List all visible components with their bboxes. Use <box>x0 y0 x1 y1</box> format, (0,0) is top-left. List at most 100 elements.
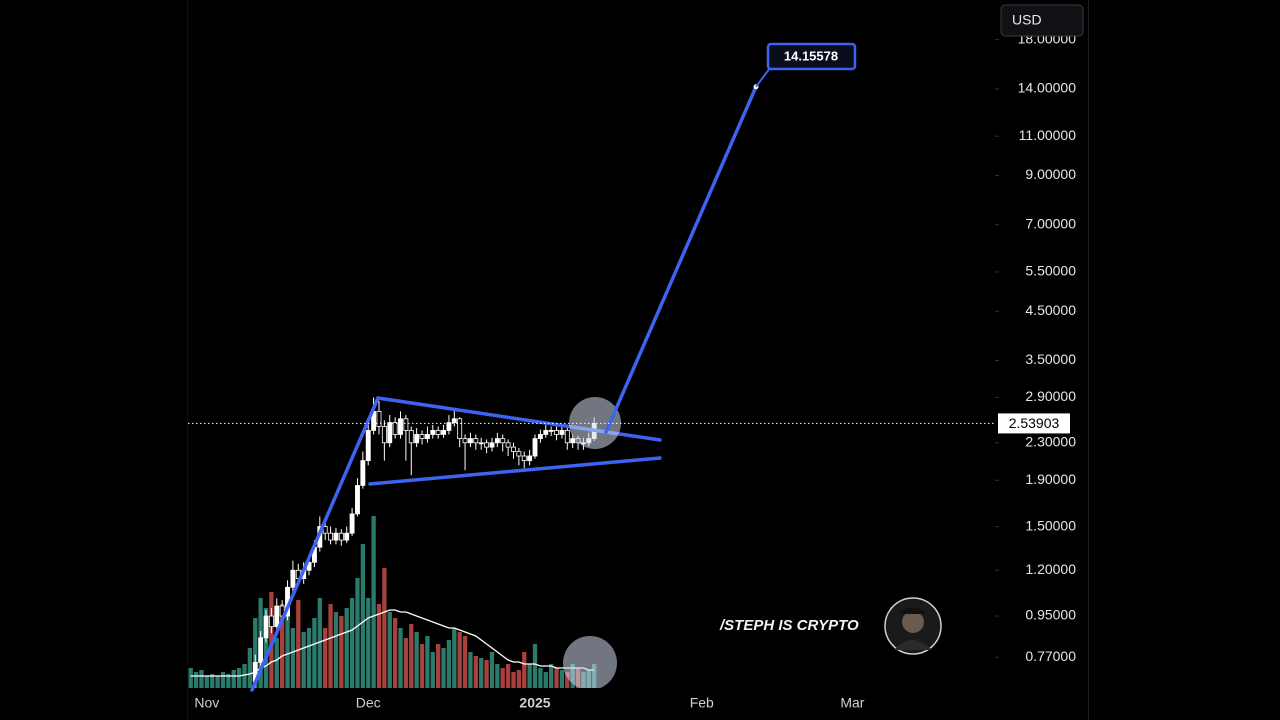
candle-body <box>478 442 484 445</box>
volume-ma-line <box>190 609 595 677</box>
y-tick-label: 2.90000 <box>1025 388 1076 404</box>
last-price-box <box>998 413 1070 434</box>
candle-body <box>344 532 350 541</box>
candle-body <box>564 430 570 444</box>
volume-bar <box>430 652 435 688</box>
candle-body <box>338 532 344 541</box>
volume-bar <box>274 638 279 688</box>
candle-body <box>333 532 339 541</box>
volume-bar <box>522 652 527 688</box>
volume-bar <box>279 604 285 688</box>
y-tick-label: 7.00000 <box>1025 215 1076 231</box>
volume-bar <box>210 674 215 688</box>
candle-body <box>424 434 430 439</box>
candle-body <box>392 422 398 435</box>
volume-bar <box>462 636 468 688</box>
volume-bar <box>339 616 344 688</box>
volume-layer <box>188 516 617 688</box>
candle-body <box>521 455 527 462</box>
volume-bar <box>543 672 548 688</box>
volume-bar <box>226 674 231 688</box>
y-tick-label: 1.90000 <box>1025 471 1076 487</box>
volume-bar <box>366 598 371 688</box>
y-tick-label: 0.95000 <box>1025 607 1076 623</box>
volume-bar <box>344 608 349 688</box>
volume-bar <box>516 670 522 688</box>
volume-bar <box>527 664 532 688</box>
volume-bar <box>296 600 301 688</box>
candle-layer <box>252 397 597 688</box>
candle-body <box>441 430 446 435</box>
candle-body <box>489 442 495 448</box>
candle-body <box>462 438 468 444</box>
currency-label[interactable]: USD <box>1012 12 1042 28</box>
candle-body <box>258 637 264 663</box>
volume-bar <box>236 668 242 688</box>
candle-body <box>349 513 355 534</box>
volume-bar <box>548 664 554 688</box>
volume-bar <box>188 668 193 688</box>
volume-bar <box>328 604 333 688</box>
volume-bar <box>565 672 570 688</box>
volume-bar <box>403 638 409 688</box>
volume-bar <box>231 670 236 688</box>
volume-bar <box>446 640 452 688</box>
candle-body <box>559 430 565 435</box>
volume-bar <box>290 628 296 688</box>
y-tick-label: 1.20000 <box>1025 561 1076 577</box>
volume-bar <box>349 598 355 688</box>
y-tick-label: 1.50000 <box>1025 517 1076 533</box>
candle-body <box>532 438 538 457</box>
candle-body <box>408 430 414 444</box>
candle-body <box>430 430 436 435</box>
highlight-circle <box>569 397 621 449</box>
projection-line <box>604 84 758 434</box>
volume-bar <box>220 672 226 688</box>
drawing-layer: 14.15578 <box>250 42 857 692</box>
volume-bar <box>425 636 430 688</box>
volume-bar <box>263 608 269 688</box>
volume-bar <box>360 544 366 688</box>
volume-bar <box>392 618 398 688</box>
trend-line <box>250 396 380 692</box>
volume-bar <box>204 676 209 688</box>
y-tick-label: 4.50000 <box>1025 302 1076 318</box>
candle-body <box>268 615 274 628</box>
candle-body <box>537 434 543 439</box>
y-tick-label: 0.77000 <box>1025 648 1076 664</box>
y-tick-label: 2.30000 <box>1025 434 1076 450</box>
avatar-face <box>902 611 924 633</box>
candle-body <box>360 460 366 486</box>
volume-bar <box>242 664 247 688</box>
candle-body <box>468 438 473 444</box>
candle-body <box>355 485 360 515</box>
avatar-body <box>894 640 932 650</box>
candle-body <box>451 418 457 423</box>
candle-body <box>548 430 554 432</box>
volume-bar <box>505 664 511 688</box>
volume-bar <box>333 612 339 688</box>
currency-button[interactable]: USD <box>1000 4 1084 37</box>
y-tick-label: 9.00000 <box>1025 166 1076 182</box>
candle-body <box>376 410 382 427</box>
volume-bar <box>398 628 403 688</box>
volume-bar <box>306 628 312 688</box>
volume-bar <box>355 578 360 688</box>
candle-body <box>484 442 490 448</box>
x-tick-label: Mar <box>840 695 864 711</box>
y-tick-label: 11.00000 <box>1019 127 1077 143</box>
volume-bar <box>409 624 414 688</box>
pennant-lower <box>368 456 662 486</box>
currency-button-bg[interactable] <box>1000 4 1084 37</box>
volume-bar <box>441 648 446 688</box>
x-tick-label: 2025 <box>519 695 550 711</box>
volume-bar <box>376 604 382 688</box>
x-tick-label: Feb <box>690 695 714 711</box>
candle-body <box>381 426 387 444</box>
volume-bar <box>452 628 457 688</box>
candle-body <box>570 438 576 444</box>
x-tick-label: Nov <box>194 695 219 711</box>
volume-bar <box>414 632 419 688</box>
y-tick-label: 3.50000 <box>1025 351 1076 367</box>
volume-bar <box>484 660 489 688</box>
